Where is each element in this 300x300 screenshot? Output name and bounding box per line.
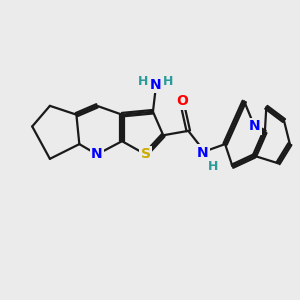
Text: H: H: [208, 160, 218, 173]
Text: H: H: [138, 75, 149, 88]
Text: N: N: [150, 78, 162, 92]
Text: N: N: [249, 119, 260, 134]
Text: S: S: [141, 147, 151, 161]
Text: H: H: [163, 75, 173, 88]
Text: N: N: [197, 146, 209, 160]
Text: O: O: [176, 94, 188, 108]
Text: N: N: [91, 147, 103, 161]
